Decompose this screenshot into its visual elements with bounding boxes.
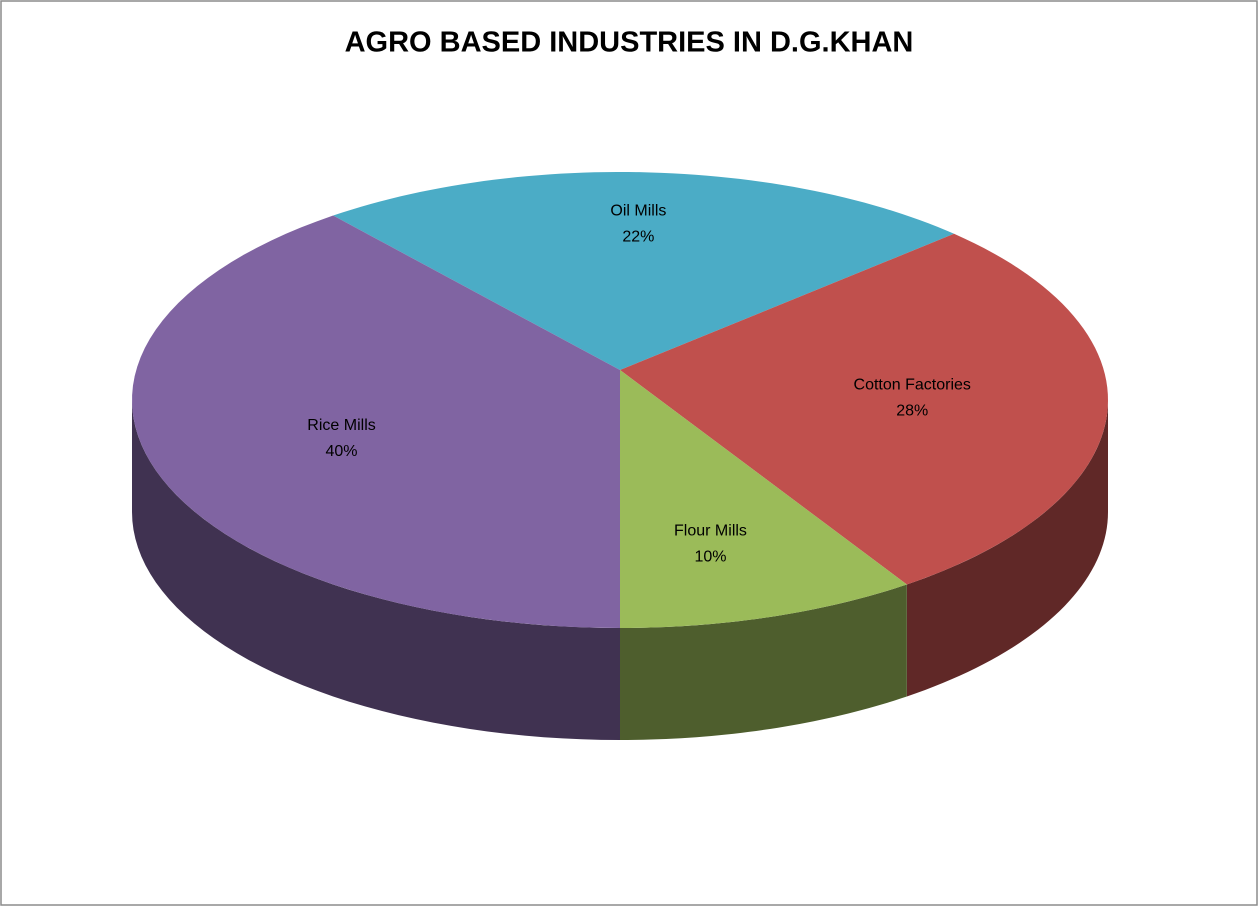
slice-value-label: 22% (622, 228, 654, 245)
slice-value-label: 40% (326, 443, 358, 460)
chart-title: AGRO BASED INDUSTRIES IN D.G.KHAN (345, 27, 914, 59)
slice-label: Cotton Factories (854, 377, 971, 394)
slice-value-label: 10% (694, 548, 726, 565)
slice (333, 172, 955, 370)
slice (620, 233, 1108, 585)
slice-side (906, 400, 1108, 697)
slice (132, 215, 620, 628)
slice-side (620, 584, 907, 740)
slice-side (132, 400, 620, 740)
slice-label: Oil Mills (610, 202, 666, 219)
slice-label: Flour Mills (674, 522, 747, 539)
slice (620, 370, 907, 628)
slice-value-label: 28% (896, 403, 928, 420)
slice-label: Rice Mills (307, 417, 375, 434)
